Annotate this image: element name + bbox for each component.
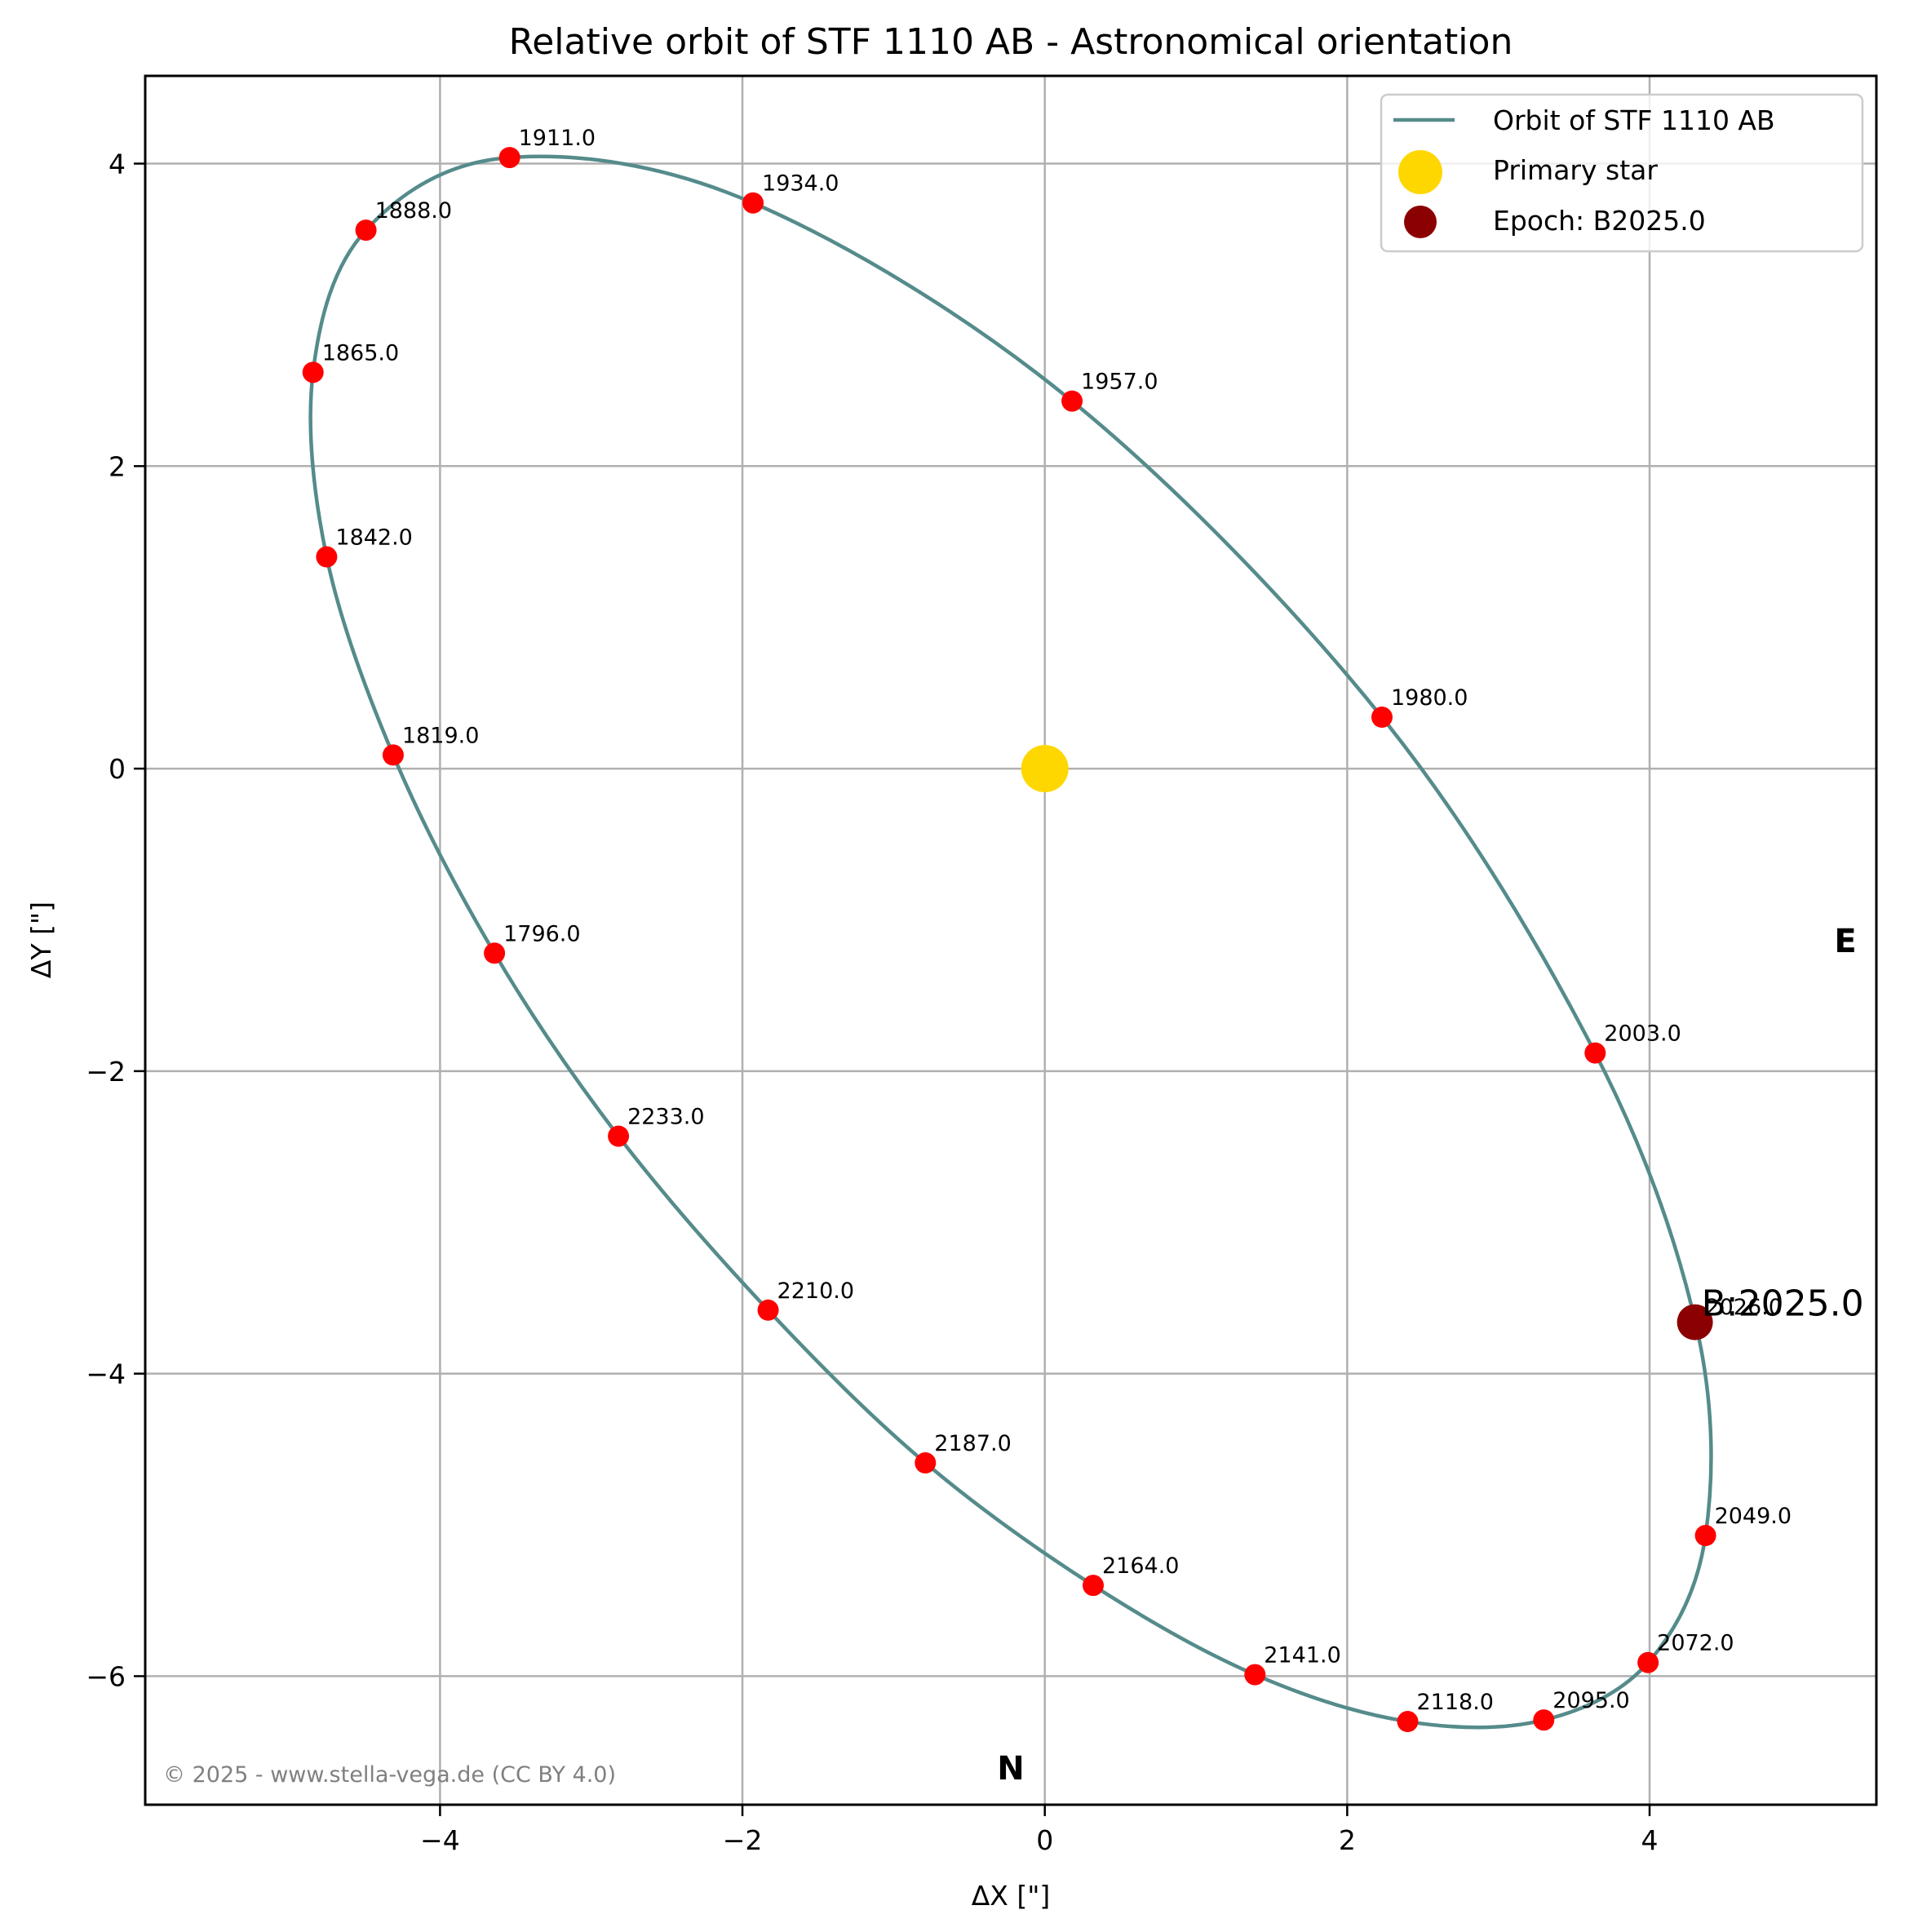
orbit-point-label: 2049.0: [1715, 1504, 1792, 1529]
legend-primary-star-icon: [1398, 150, 1442, 194]
orbit-point-marker: [1244, 1664, 1266, 1686]
axis-ticks: −4 −2 0 2 4 4 2 0 −2 −4 −6: [86, 148, 1658, 1856]
y-tick-label: 4: [109, 148, 126, 180]
axes-frame: [144, 74, 1878, 1806]
orbit-point-marker: [1637, 1651, 1659, 1673]
orbit-point-label: 1865.0: [322, 340, 399, 366]
east-marker: E: [1834, 923, 1856, 960]
orbit-point-label: 1888.0: [375, 198, 452, 224]
orbit-point-marker: [484, 942, 506, 964]
orbit-points: 1796.0 1819.0 1842.0 1865.0 1888.0 1911.0 1934…: [302, 126, 1864, 1733]
legend-epoch-icon: [1404, 206, 1437, 238]
orbit-point-marker: [382, 744, 404, 766]
legend-primary-star-label: Primary star: [1493, 154, 1658, 186]
orbit-point-label: 2026.0: [1705, 1295, 1782, 1320]
orbit-point-marker: [316, 546, 338, 568]
orbit-curve: [308, 154, 1713, 1730]
grid-lines: [145, 76, 1876, 1805]
orbit-point-marker: [498, 147, 520, 169]
orbit-point-marker: [757, 1299, 779, 1321]
epoch-marker: [1676, 1304, 1713, 1340]
epoch-label: B:2025.0: [1702, 1283, 1864, 1325]
x-tick-label: 2: [1339, 1824, 1356, 1856]
orbit-point-marker: [1397, 1711, 1419, 1733]
orbit-point-marker: [1694, 1525, 1716, 1547]
y-tick-label: −2: [86, 1056, 126, 1088]
orbit-point-marker: [742, 192, 764, 214]
x-tick-label: −2: [723, 1824, 763, 1856]
legend: Orbit of STF 1110 AB Primary star Epoch:…: [1380, 93, 1864, 253]
orbit-point-label: 2233.0: [627, 1105, 704, 1130]
orbit-point-marker: [1584, 1042, 1606, 1064]
x-tick-label: 0: [1036, 1824, 1053, 1856]
orbit-point-marker: [1061, 390, 1083, 412]
x-tick-label: −4: [420, 1824, 460, 1856]
orbit-point-label: 2072.0: [1657, 1631, 1734, 1656]
legend-orbit-label: Orbit of STF 1110 AB: [1493, 104, 1775, 136]
orbit-point-label: 1842.0: [335, 525, 412, 551]
orbit-point-label: 2003.0: [1604, 1021, 1681, 1047]
orbit-point-label: 2187.0: [934, 1431, 1011, 1456]
orbit-point-marker: [1371, 707, 1393, 729]
y-axis-label: ΔY ["]: [25, 902, 57, 978]
orbit-point-label: 2210.0: [777, 1278, 854, 1304]
legend-box: [1380, 93, 1864, 253]
x-tick-label: 4: [1641, 1824, 1659, 1856]
orbit-point-marker: [608, 1125, 630, 1147]
legend-epoch-label: Epoch: B2025.0: [1493, 205, 1706, 237]
primary-star-marker: [1021, 745, 1069, 793]
orbit-point-label: 2164.0: [1102, 1553, 1179, 1579]
north-marker: N: [997, 1750, 1024, 1788]
y-tick-label: 2: [109, 450, 126, 482]
orbit-point-label: 2141.0: [1264, 1643, 1340, 1668]
orbit-point-marker: [1533, 1709, 1555, 1731]
orbit-point-marker: [1083, 1575, 1105, 1597]
chart-title: Relative orbit of STF 1110 AB - Astronom…: [509, 21, 1513, 63]
orbit-point-label: 2095.0: [1552, 1688, 1629, 1713]
orbit-point-marker: [355, 219, 377, 242]
orbit-point-label: 2118.0: [1416, 1690, 1493, 1715]
x-axis-label: ΔX ["]: [972, 1880, 1051, 1912]
orbit-point-marker: [915, 1452, 937, 1474]
y-tick-label: −4: [86, 1358, 126, 1390]
y-tick-label: 0: [109, 753, 126, 785]
orbit-path: [308, 154, 1713, 1730]
orbit-point-label: 1796.0: [503, 921, 580, 946]
orbit-point-label: 1934.0: [762, 171, 839, 197]
orbit-point-label: 1911.0: [519, 126, 596, 151]
y-tick-label: −6: [86, 1660, 126, 1692]
orbit-point-marker: [302, 361, 324, 383]
orbit-point-label: 1957.0: [1081, 370, 1158, 395]
copyright-notice: © 2025 - www.stella-vega.de (CC BY 4.0): [163, 1762, 616, 1788]
orbit-point-label: 1980.0: [1391, 685, 1468, 711]
orbit-point-label: 1819.0: [402, 723, 479, 748]
